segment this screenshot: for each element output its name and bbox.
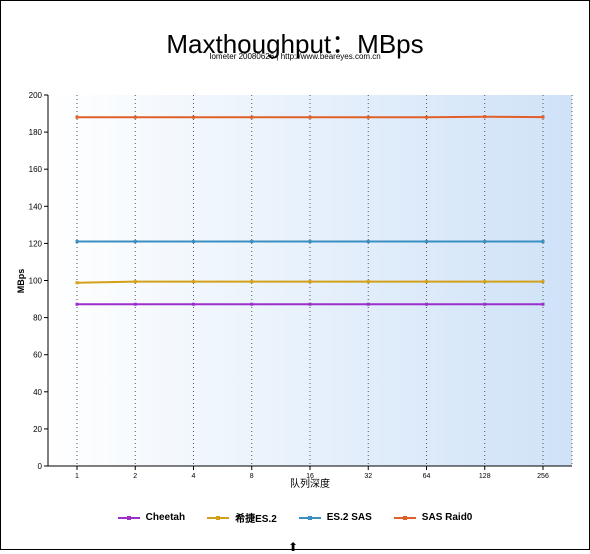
data-point — [425, 240, 428, 244]
data-point — [250, 240, 254, 244]
x-tick-label: 256 — [537, 473, 549, 480]
data-point — [308, 115, 312, 119]
legend-item: SAS Raid0 — [393, 510, 473, 525]
x-tick-label: 4 — [192, 473, 196, 480]
data-point — [133, 280, 137, 284]
legend-item: ES.2 SAS — [298, 510, 372, 525]
data-point — [133, 115, 137, 119]
data-point — [366, 240, 370, 244]
y-tick-label: 120 — [29, 239, 43, 248]
legend-swatch — [207, 515, 230, 520]
y-tick-label: 60 — [33, 351, 42, 360]
y-tick-label: 0 — [38, 462, 43, 471]
chart-title: Maxthoughput：MBps — [166, 29, 424, 59]
data-point — [250, 302, 254, 306]
data-point — [192, 280, 195, 284]
mouse-cursor-icon: ⬆ — [288, 540, 299, 554]
legend-label: ES.2 SAS — [326, 512, 372, 523]
data-point — [75, 240, 79, 244]
data-point — [366, 280, 370, 284]
data-point — [541, 280, 545, 284]
data-point — [308, 240, 312, 244]
x-tick-label: 32 — [364, 473, 372, 480]
legend-label: SAS Raid0 — [421, 512, 473, 523]
legend-label: Cheetah — [145, 512, 186, 523]
data-point — [133, 302, 137, 306]
legend-item: Cheetah — [117, 510, 186, 525]
y-tick-label: 140 — [29, 202, 43, 211]
y-tick-label: 160 — [29, 165, 43, 174]
data-point — [425, 280, 428, 284]
x-tick-label: 8 — [250, 473, 254, 480]
data-point — [483, 240, 487, 244]
legend-swatch — [393, 515, 416, 520]
legend-item: 希捷ES.2 — [207, 510, 277, 525]
data-point — [192, 115, 195, 119]
data-point — [75, 302, 79, 306]
data-point — [250, 280, 254, 284]
legend-swatch — [298, 515, 321, 520]
data-point — [483, 302, 487, 306]
data-point — [541, 240, 545, 244]
data-point — [75, 115, 79, 119]
y-tick-label: 180 — [29, 128, 43, 137]
y-tick-label: 40 — [33, 388, 42, 397]
y-tick-label: 80 — [33, 314, 42, 323]
data-point — [541, 302, 545, 306]
data-point — [192, 240, 195, 244]
x-tick-label: 2 — [133, 473, 137, 480]
data-point — [541, 115, 545, 119]
x-tick-label: 64 — [423, 473, 431, 480]
data-point — [308, 280, 312, 284]
data-point — [75, 281, 79, 285]
legend-swatch — [117, 515, 140, 520]
x-axis-label: 队列深度 — [290, 477, 330, 490]
data-point — [308, 302, 312, 306]
data-point — [366, 115, 370, 119]
legend: Cheetah 希捷ES.2 ES.2 SAS SAS Raid0 — [0, 510, 590, 525]
x-tick-label: 128 — [479, 473, 491, 480]
data-point — [366, 302, 370, 306]
data-point — [483, 115, 487, 119]
data-point — [425, 115, 428, 119]
data-point — [425, 302, 428, 306]
y-tick-label: 200 — [29, 91, 43, 100]
y-axis-label: MBps — [16, 269, 26, 294]
legend-label: 希捷ES.2 — [235, 514, 277, 525]
data-point — [192, 302, 195, 306]
chart-subtitle: Iometer 20080626 | http://www.beareyes.c… — [209, 52, 381, 61]
data-point — [483, 280, 487, 284]
y-tick-label: 20 — [33, 425, 42, 434]
x-tick-label: 1 — [75, 473, 79, 480]
x-tick-label: 16 — [306, 473, 314, 480]
data-point — [133, 240, 137, 244]
data-point — [250, 115, 254, 119]
y-tick-label: 100 — [29, 277, 43, 286]
